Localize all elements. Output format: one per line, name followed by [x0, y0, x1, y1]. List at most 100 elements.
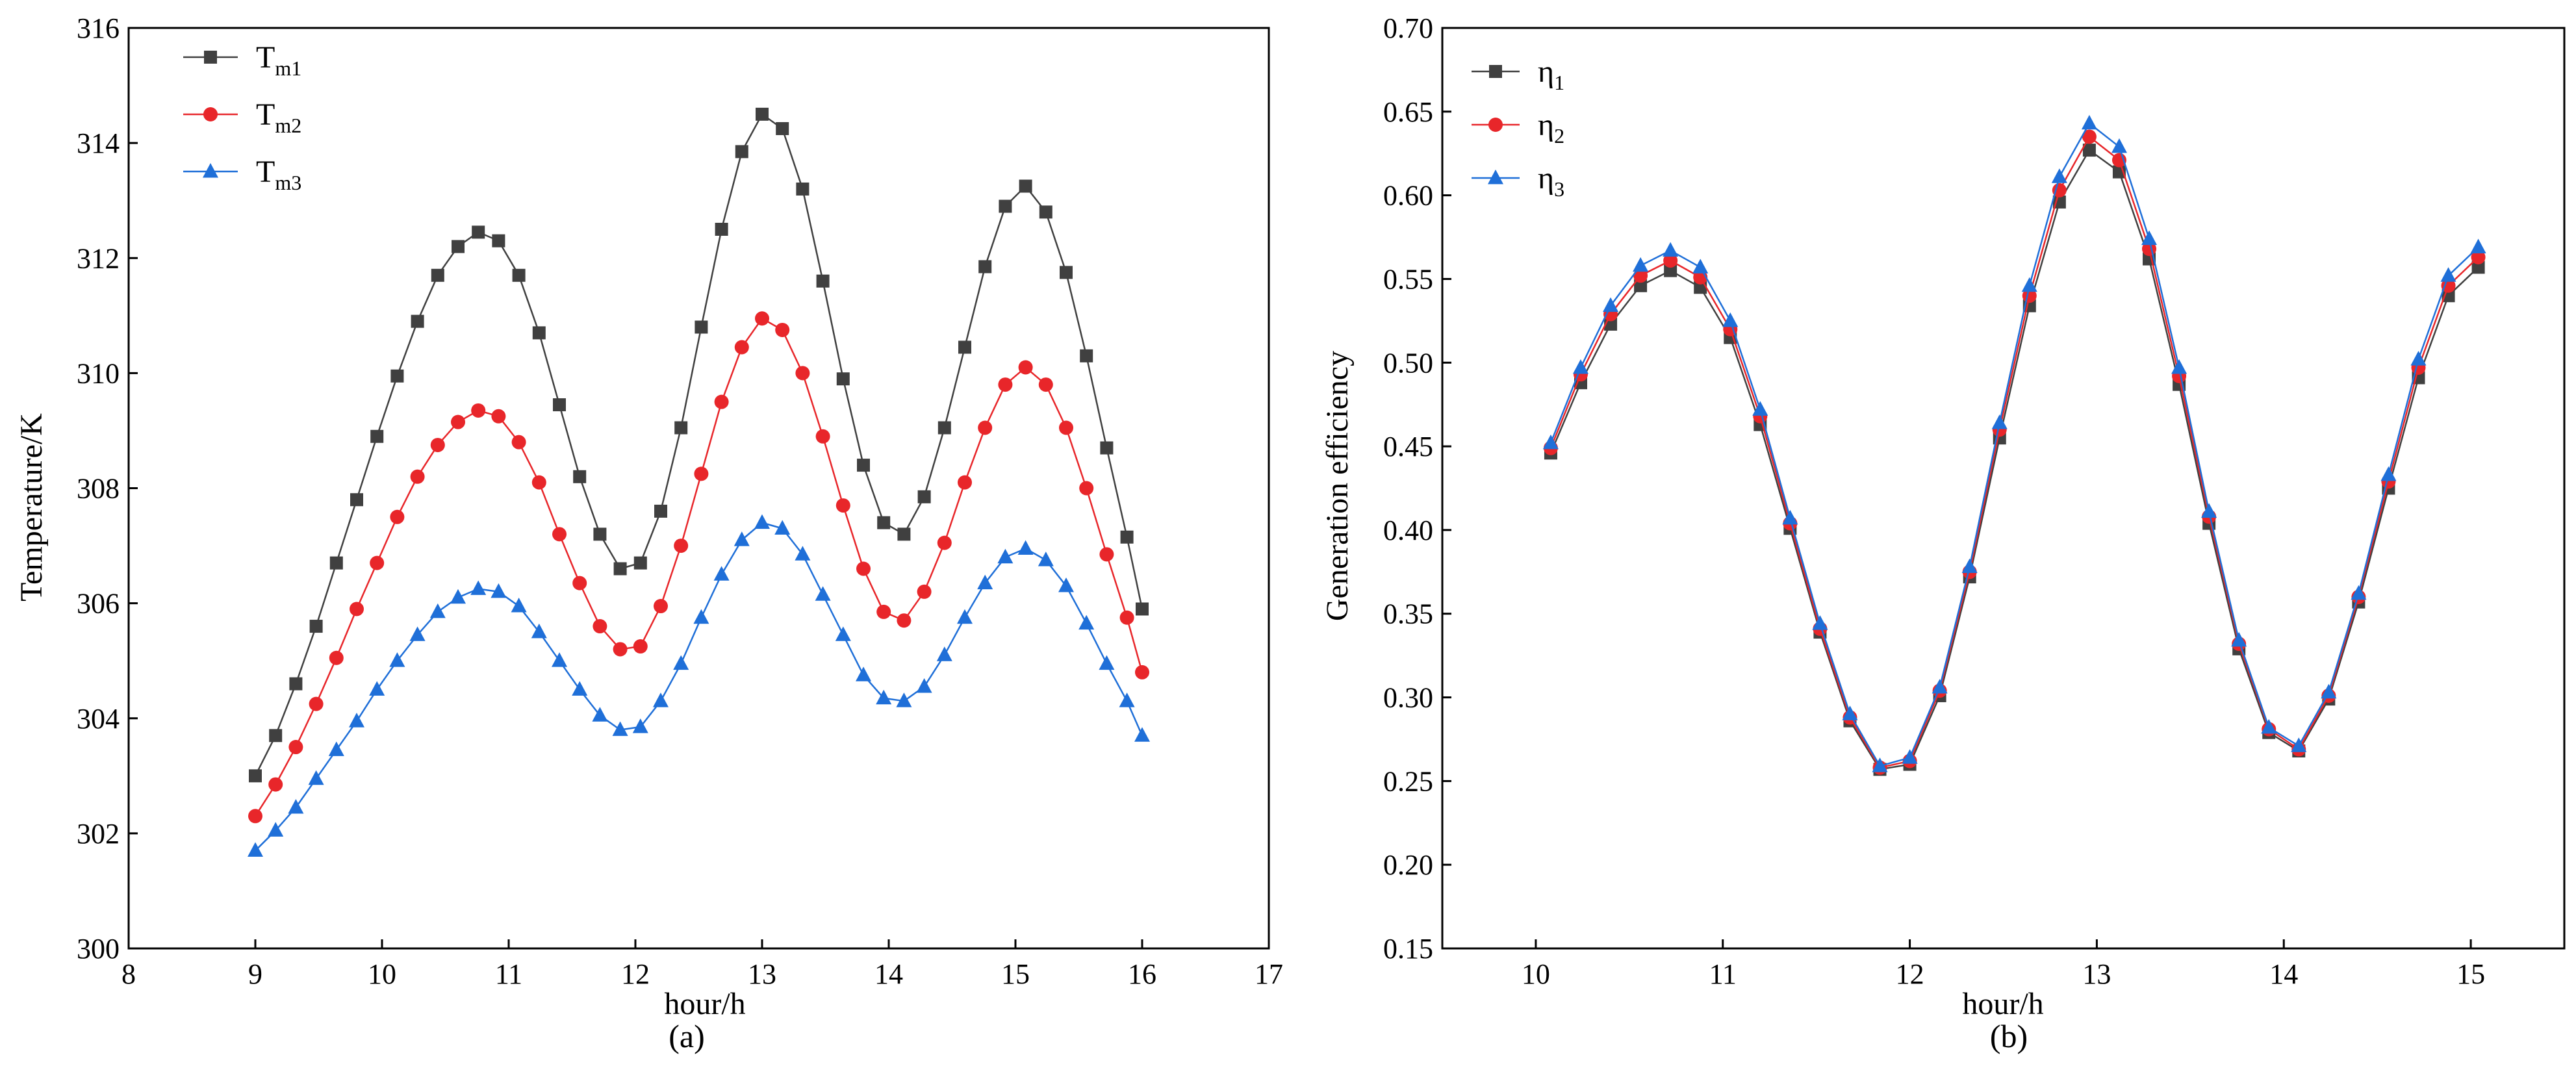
panel-a-data-point: [369, 681, 385, 696]
panel-a-data-point: [1120, 530, 1134, 544]
panel-b-y-tick-label: 0.25: [1383, 765, 1433, 797]
panel-a-data-point: [756, 107, 769, 121]
panel-b-legend-label: η2: [1538, 108, 1564, 147]
panel-a-data-point: [531, 475, 546, 490]
panel-a-data-point: [897, 613, 912, 628]
panel-a-data-point: [997, 548, 1014, 564]
panel-b-x-tick-label: 13: [2082, 958, 2111, 990]
panel-a-data-point: [452, 240, 465, 253]
panel-a-legend: Tm1 Tm2 Tm3: [183, 40, 301, 194]
panel-a-data-point: [329, 650, 344, 665]
panel-a-data-point: [998, 377, 1013, 392]
panel-a-data-point: [431, 268, 444, 282]
panel-a-data-point: [815, 429, 830, 444]
panel-b-y-tick-label: 0.60: [1383, 180, 1433, 212]
panel-a-data-point: [1018, 360, 1033, 375]
panel-a-data-point: [695, 320, 708, 334]
panel-b-data-point: [2171, 359, 2187, 374]
panel-a-data-point: [409, 626, 426, 641]
panel-a-y-tick-label: 302: [77, 818, 120, 850]
panel-a-y-tick-label: 308: [77, 473, 120, 505]
panel-a-y-tick-label: 304: [77, 703, 120, 735]
panel-a-data-point: [714, 394, 729, 409]
panel-a-data-point: [957, 609, 973, 624]
panel-b-data-point: [2471, 249, 2486, 264]
panel-a-data-point: [978, 260, 992, 273]
panel-a-data-point: [654, 504, 667, 518]
panel-a-data-point: [532, 326, 546, 340]
panel-a-data-point: [877, 516, 891, 529]
panel-b-y-axis-title: Generation efficiency: [1320, 351, 1355, 621]
panel-a-data-point: [350, 602, 364, 616]
panel-a-data-point: [673, 655, 689, 670]
panel-a-data-point: [1060, 266, 1073, 279]
panel-a-x-tick-label: 8: [121, 958, 136, 990]
panel-b-data-point: [2231, 631, 2247, 647]
panel-a-data-point: [430, 438, 445, 453]
panel-b-legend: η1 η2 η3: [1472, 55, 1564, 201]
panel-b-data-point: [2141, 230, 2158, 246]
panel-a-data-point: [977, 574, 993, 590]
panel-a-data-point: [309, 696, 324, 711]
panel-b-data-point: [2082, 144, 2096, 157]
panel-b-series-3: [1542, 114, 2486, 772]
panel-a-x-tick-label: 16: [1128, 958, 1156, 990]
panel-b-data-point: [2440, 267, 2456, 282]
panel-b-caption: (b): [1990, 1018, 2028, 1054]
panel-a-legend-marker: [203, 162, 218, 178]
panel-b-data-point: [2051, 168, 2067, 183]
panel-a-data-point: [573, 470, 587, 483]
panel-a-x-tick-label: 10: [368, 958, 396, 990]
panel-a-data-point: [1100, 441, 1114, 455]
panel-a-data-point: [796, 182, 810, 196]
panel-a-data-point: [816, 274, 830, 288]
panel-a-data-point: [795, 546, 811, 561]
panel-a-data-point: [857, 459, 870, 472]
panel-a-data-point: [308, 770, 324, 785]
panel-a-data-point: [491, 409, 506, 424]
panel-a-data-point: [1039, 205, 1052, 219]
panel-b-series-1: [1544, 144, 2485, 776]
panel-a-y-tick-label: 300: [77, 933, 120, 965]
panel-a-data-point: [937, 421, 951, 435]
panel-b-series-line: [1549, 122, 2479, 767]
panel-b-data-point: [2441, 278, 2456, 293]
panel-b-data-point: [2470, 238, 2486, 253]
panel-a-data-point: [715, 222, 728, 236]
panel-b-y-tick-label: 0.55: [1383, 263, 1433, 295]
panel-a-data-point: [470, 580, 487, 595]
panel-a-data-point: [309, 620, 323, 633]
panel-a-data-point: [249, 769, 262, 783]
panel-a-data-point: [694, 466, 709, 481]
panel-a-data-point: [329, 556, 343, 570]
panel-a-series-m1: [249, 107, 1149, 783]
panel-a-data-point: [553, 398, 566, 412]
panel-a-data-point: [836, 372, 850, 386]
panel-a-data-point: [390, 509, 405, 524]
panel-a-data-point: [613, 642, 628, 657]
panel-b-data-point: [2052, 183, 2067, 197]
panel-a-x-tick-label: 12: [621, 958, 650, 990]
panel-a-data-point: [754, 514, 770, 529]
panel-a-series-line: [254, 113, 1143, 776]
panel-a-data-point: [410, 469, 425, 484]
panel-b-data-point: [2201, 503, 2217, 518]
panel-b-data-point: [1663, 253, 1678, 268]
panel-a-x-axis-title: hour/h: [664, 987, 745, 1021]
panel-a-data-point: [653, 692, 669, 707]
panel-a-data-point: [451, 414, 465, 429]
panel-b-data-point: [2082, 129, 2097, 144]
panel-a-data-point: [1099, 655, 1115, 670]
panel-a-data-point: [999, 199, 1012, 213]
panel-a-x-tick-label: 11: [495, 958, 522, 990]
panel-b-data-point: [1902, 749, 1918, 764]
panel-a-data-point: [552, 527, 567, 542]
panel-b-y-tick-label: 0.40: [1383, 514, 1433, 546]
panel-a-data-point: [633, 556, 647, 570]
panel-a-data-point: [592, 707, 608, 722]
panel-a-data-point: [572, 681, 588, 696]
panel-b-data-point: [2380, 466, 2397, 481]
panel-a-data-point: [593, 619, 607, 634]
panel-a-data-point: [288, 799, 304, 814]
panel-a-data-point: [593, 527, 607, 541]
